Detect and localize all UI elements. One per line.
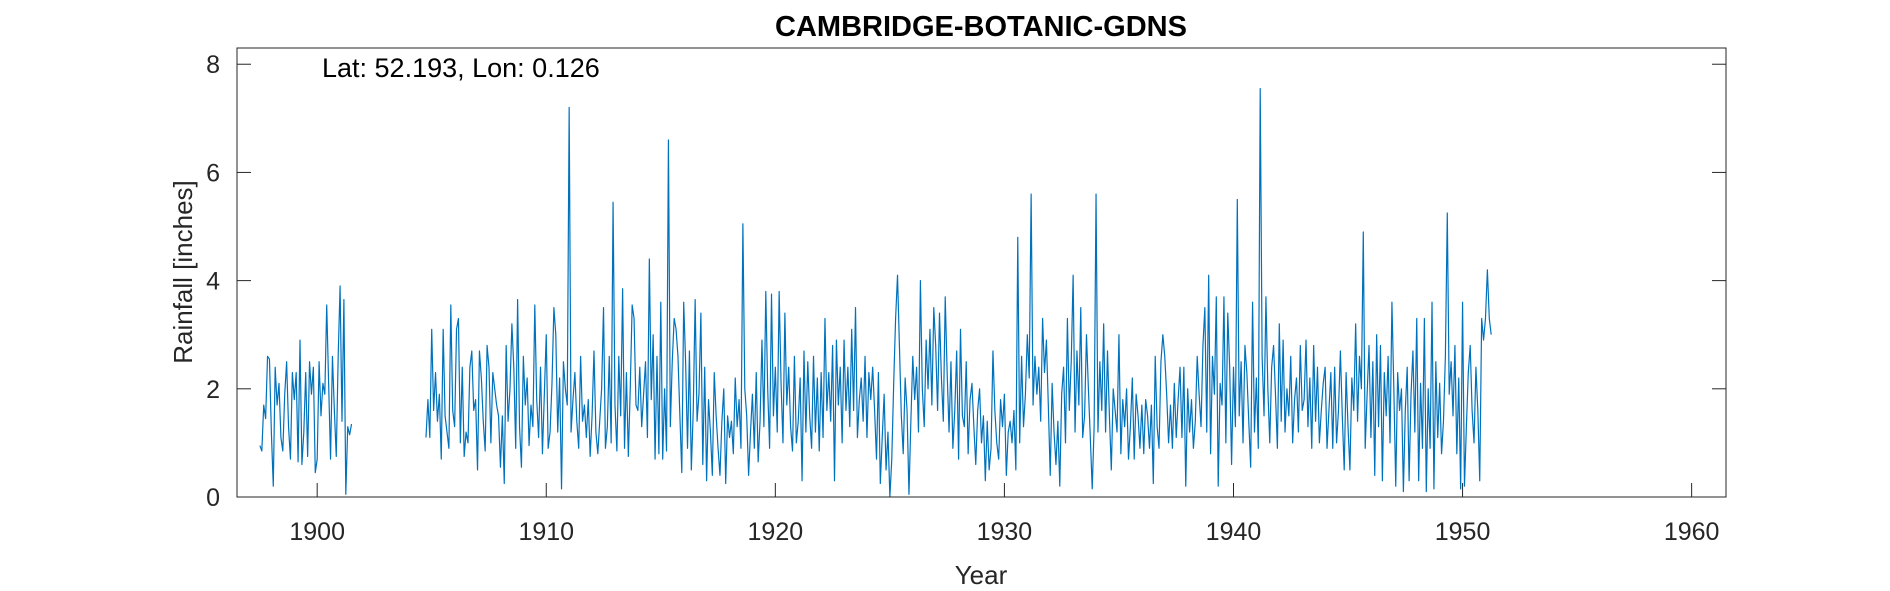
x-axis-label: Year [955,560,1008,590]
x-tick-label: 1920 [748,518,804,546]
x-tick-label: 1910 [518,518,574,546]
chart-title: CAMBRIDGE-BOTANIC-GDNS [775,11,1187,43]
location-annotation: Lat: 52.193, Lon: 0.126 [322,53,600,83]
y-tick-label: 6 [206,159,220,187]
rainfall-series-line [425,87,1492,498]
x-tick-label: 1960 [1664,518,1720,546]
series-group [259,87,1492,498]
rainfall-series-line [259,285,353,495]
ticks-group: 1900 1910 1920 1930 1940 1950 1960 0 2 4 6 8 [206,51,1726,546]
y-tick-label: 2 [206,376,220,404]
axes-frame [236,47,1727,498]
y-axis-label: Rainfall [inches] [168,180,198,364]
x-tick-label: 1940 [1206,518,1262,546]
y-tick-label: 4 [206,268,220,296]
x-tick-label: 1930 [977,518,1033,546]
y-tick-label: 8 [206,51,220,79]
y-tick-label: 0 [206,484,220,512]
x-tick-label: 1900 [289,518,345,546]
x-tick-label: 1950 [1435,518,1491,546]
